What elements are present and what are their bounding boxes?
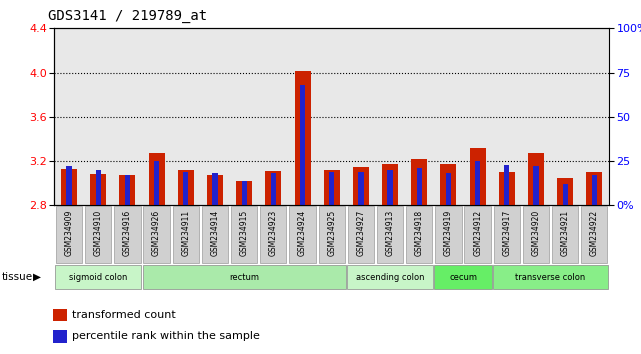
Text: ascending colon: ascending colon [356,273,424,281]
Bar [353,167,369,205]
Text: cecum: cecum [449,273,477,281]
Bar [271,173,276,205]
FancyBboxPatch shape [172,206,199,263]
Bar [347,265,433,289]
Text: GSM234916: GSM234916 [123,210,132,256]
Text: GSM234927: GSM234927 [356,210,365,256]
FancyBboxPatch shape [406,206,433,263]
Bar [592,175,597,205]
Bar [236,181,252,205]
Text: GSM234920: GSM234920 [531,210,540,256]
Bar [504,165,510,205]
FancyBboxPatch shape [465,206,491,263]
Text: GSM234911: GSM234911 [181,210,190,256]
Text: GSM234909: GSM234909 [65,210,74,256]
Text: GSM234921: GSM234921 [561,210,570,256]
FancyBboxPatch shape [319,206,345,263]
Text: percentile rank within the sample: percentile rank within the sample [72,331,260,341]
FancyBboxPatch shape [377,206,403,263]
FancyBboxPatch shape [85,206,112,263]
Bar [563,184,568,205]
Bar [154,161,159,205]
Bar [265,171,281,205]
Text: GSM234923: GSM234923 [269,210,278,256]
Text: tissue: tissue [1,272,33,282]
Bar [475,161,480,205]
Text: GSM234914: GSM234914 [210,210,219,256]
Text: GDS3141 / 219789_at: GDS3141 / 219789_at [48,9,207,23]
Bar [90,174,106,205]
Bar [324,170,340,205]
Text: GSM234922: GSM234922 [590,210,599,256]
FancyBboxPatch shape [144,206,170,263]
Bar [294,72,310,205]
FancyBboxPatch shape [202,206,228,263]
FancyBboxPatch shape [435,206,462,263]
FancyBboxPatch shape [289,206,315,263]
Bar [300,85,305,205]
Text: GSM234915: GSM234915 [240,210,249,256]
Bar [149,153,165,205]
Bar [178,170,194,205]
Bar [382,164,398,205]
Bar [435,265,492,289]
Bar [207,176,223,205]
Text: rectum: rectum [229,273,259,281]
FancyBboxPatch shape [494,206,520,263]
Bar [119,176,135,205]
FancyBboxPatch shape [552,206,578,263]
Bar [329,172,335,205]
Text: GSM234912: GSM234912 [473,210,482,256]
Bar [125,175,130,205]
Bar [183,172,188,205]
Bar [67,166,72,205]
FancyBboxPatch shape [260,206,287,263]
Bar [470,148,486,205]
Bar [212,173,217,205]
Text: GSM234913: GSM234913 [386,210,395,256]
Text: GSM234924: GSM234924 [298,210,307,256]
Text: transverse colon: transverse colon [515,273,586,281]
Bar [55,265,142,289]
Text: transformed count: transformed count [72,310,176,320]
Bar [557,178,573,205]
Text: ▶: ▶ [33,272,41,282]
Text: GSM234910: GSM234910 [94,210,103,256]
Text: GSM234926: GSM234926 [152,210,161,256]
Bar [440,164,456,205]
FancyBboxPatch shape [56,206,82,263]
Bar [142,265,345,289]
Bar [387,170,393,205]
Text: GSM234919: GSM234919 [444,210,453,256]
Bar [493,265,608,289]
Text: GSM234925: GSM234925 [327,210,337,256]
Bar [499,172,515,205]
Bar [358,172,363,205]
Text: sigmoid colon: sigmoid colon [69,273,128,281]
Text: GSM234917: GSM234917 [503,210,512,256]
Bar [528,153,544,205]
FancyBboxPatch shape [231,206,257,263]
Bar [533,166,538,205]
Bar [53,330,67,343]
Text: GSM234918: GSM234918 [415,210,424,256]
FancyBboxPatch shape [581,206,608,263]
Bar [587,172,603,205]
Bar [61,169,77,205]
FancyBboxPatch shape [523,206,549,263]
FancyBboxPatch shape [348,206,374,263]
Bar [96,170,101,205]
Bar [53,309,67,321]
Bar [446,173,451,205]
Bar [417,168,422,205]
FancyBboxPatch shape [114,206,140,263]
Bar [242,181,247,205]
Bar [412,159,428,205]
